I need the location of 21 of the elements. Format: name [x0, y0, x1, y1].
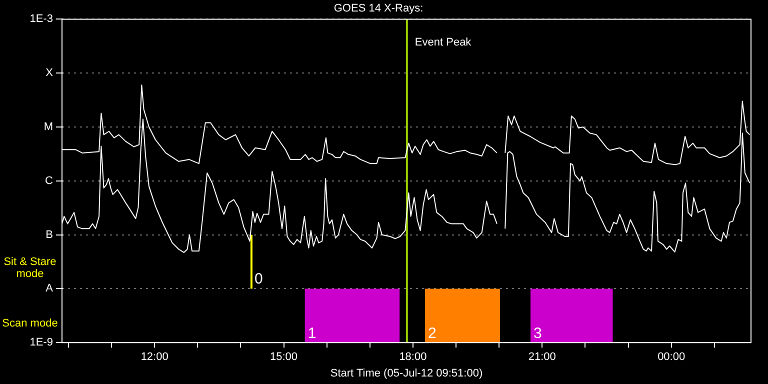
text: Sit & Stare mode [4, 256, 56, 280]
y-tick-label: C [45, 174, 54, 187]
y-tick-label: 1E-9 [30, 336, 53, 349]
x-axis-title: Start Time (05-Jul-12 09:51:00) [330, 367, 483, 380]
band-label: 1 [308, 325, 316, 342]
y-tick-label: M [44, 121, 53, 134]
x-tick-label: 18:00 [399, 351, 427, 364]
y-tick-label: 1E-3 [30, 13, 53, 26]
x-tick-label: 12:00 [140, 351, 168, 364]
y-tick-label: X [46, 67, 54, 80]
x-tick-label: 15:00 [270, 351, 298, 364]
ref-line-label: Event Peak [414, 36, 472, 49]
y-tick-label: A [46, 282, 54, 295]
text: Scan mode [2, 318, 58, 330]
y-tick-label: B [46, 228, 53, 241]
annotation: 0 [254, 270, 263, 288]
x-tick-label: 21:00 [528, 351, 556, 364]
band-label: 3 [534, 325, 542, 342]
chart-title: GOES 14 X-Rays: [334, 2, 424, 15]
band-label: 2 [428, 325, 436, 342]
x-tick-label: 00:00 [658, 351, 686, 364]
